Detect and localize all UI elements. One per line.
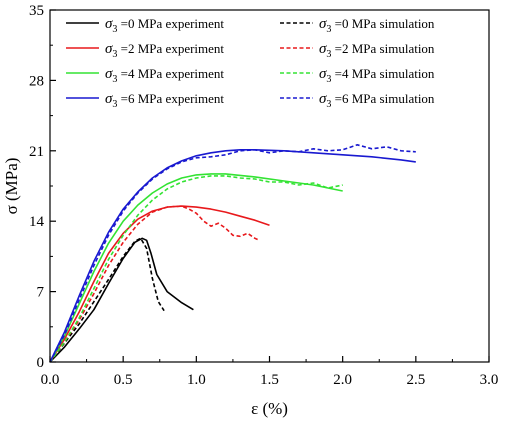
x-tick-label: 3.0	[480, 372, 499, 388]
y-tick-label: 21	[29, 144, 44, 160]
legend-label-4: σ3 =4 MPa experiment	[105, 66, 224, 85]
x-tick-label: 0.0	[41, 372, 60, 388]
legend-label-5: σ3 =4 MPa simulation	[319, 66, 435, 85]
plot-curves	[49, 144, 416, 363]
x-tick-label: 0.5	[114, 372, 133, 388]
legend: σ3 =0 MPa experiment σ3 =0 MPa simulation…	[66, 16, 435, 110]
series-line-6	[49, 149, 416, 363]
legend-label-7: σ3 =6 MPa simulation	[319, 91, 435, 110]
legend-label-0: σ3 =0 MPa experiment	[105, 16, 224, 35]
series-line-3	[49, 205, 260, 363]
series-line-7	[49, 144, 416, 363]
legend-label-2: σ3 =2 MPa experiment	[105, 41, 224, 60]
legend-label-3: σ3 =2 MPa simulation	[319, 41, 435, 60]
y-tick-label: 7	[37, 285, 45, 301]
series-line-0	[49, 237, 194, 363]
y-tick-label: 0	[37, 355, 45, 371]
x-tick-label: 1.0	[187, 372, 206, 388]
x-axis-title: ε (%)	[251, 399, 288, 418]
x-tick-label: 2.5	[406, 372, 425, 388]
x-tick-label: 2.0	[333, 372, 352, 388]
y-axis-ticks: 0 7 14 21 28 35	[29, 3, 56, 371]
plot-frame	[49, 9, 490, 363]
y-tick-label: 35	[29, 3, 44, 19]
series-line-1	[49, 237, 165, 363]
y-tick-label: 28	[29, 73, 44, 89]
y-axis-title: σ (MPa)	[2, 158, 21, 215]
x-tick-label: 1.5	[260, 372, 279, 388]
series-line-5	[49, 175, 343, 363]
legend-label-6: σ3 =6 MPa experiment	[105, 91, 224, 110]
x-axis-ticks: 0.0 0.5 1.0 1.5 2.0 2.5 3.0	[41, 356, 499, 388]
y-tick-label: 14	[29, 214, 45, 230]
series-line-2	[49, 205, 270, 363]
legend-label-1: σ3 =0 MPa simulation	[319, 16, 435, 35]
series-line-4	[49, 173, 343, 363]
